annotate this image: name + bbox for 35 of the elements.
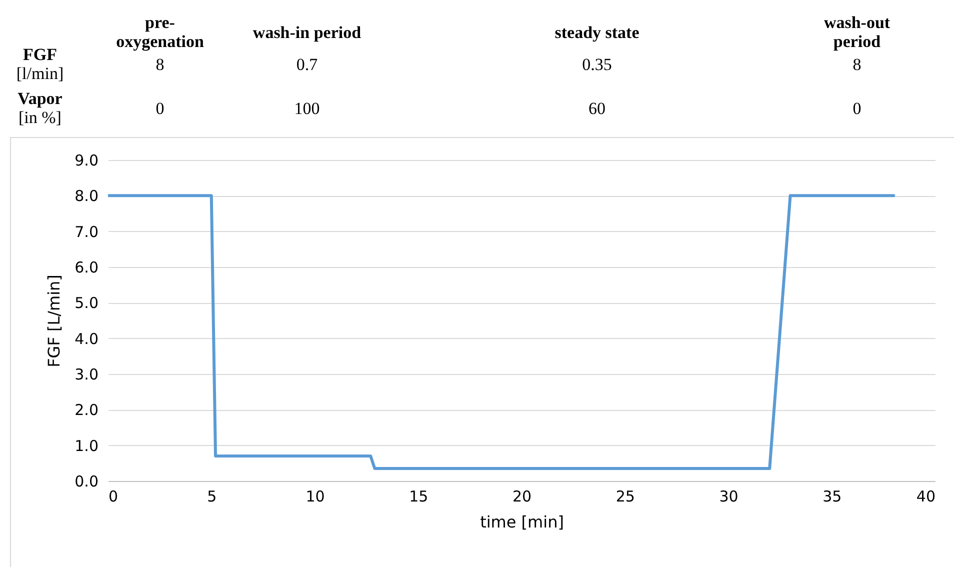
y-tick-label: 8.0: [74, 187, 98, 206]
y-tick-label: 3.0: [74, 366, 98, 384]
y-tick-label: 2.0: [74, 401, 98, 420]
y-tick-label: 9.0: [74, 152, 98, 170]
text: pre- oxygenation: [116, 13, 204, 51]
text: 0: [852, 98, 862, 118]
text: 8: [156, 54, 164, 74]
y-tick-label: 6.0: [74, 258, 98, 276]
x-tick-label: 15: [409, 488, 428, 506]
y-tick-label: 1.0: [74, 436, 98, 455]
y-tick-label: 4.0: [74, 330, 98, 348]
x-tick-label: 20: [512, 488, 532, 506]
y-tick-label: 7.0: [74, 222, 98, 241]
x-tick-label: 30: [719, 488, 738, 506]
x-axis-title: time [min]: [480, 512, 564, 532]
y-tick-label: 5.0: [74, 294, 98, 312]
text: 60: [588, 98, 606, 118]
x-tick-label: 25: [616, 488, 635, 506]
text: 8: [852, 54, 862, 74]
text: 0.35: [582, 54, 612, 74]
text: wash-in period: [252, 22, 362, 42]
text: 100: [294, 98, 320, 118]
text: 0.7: [296, 54, 318, 74]
y-axis-title: FGF [L/min]: [44, 274, 64, 368]
text: Vapor [in %]: [18, 89, 62, 127]
text: 0: [156, 98, 164, 118]
x-tick-label: 10: [306, 488, 325, 506]
x-tick-label: 40: [916, 488, 936, 506]
x-tick-label: 35: [822, 488, 842, 506]
text: wash-out period: [824, 13, 890, 51]
text: FGF [l/min]: [16, 45, 64, 83]
x-tick-label: 0: [108, 488, 118, 506]
text: steady state: [554, 22, 640, 42]
y-tick-label: 0.0: [74, 472, 98, 490]
x-tick-label: 5: [207, 488, 217, 506]
